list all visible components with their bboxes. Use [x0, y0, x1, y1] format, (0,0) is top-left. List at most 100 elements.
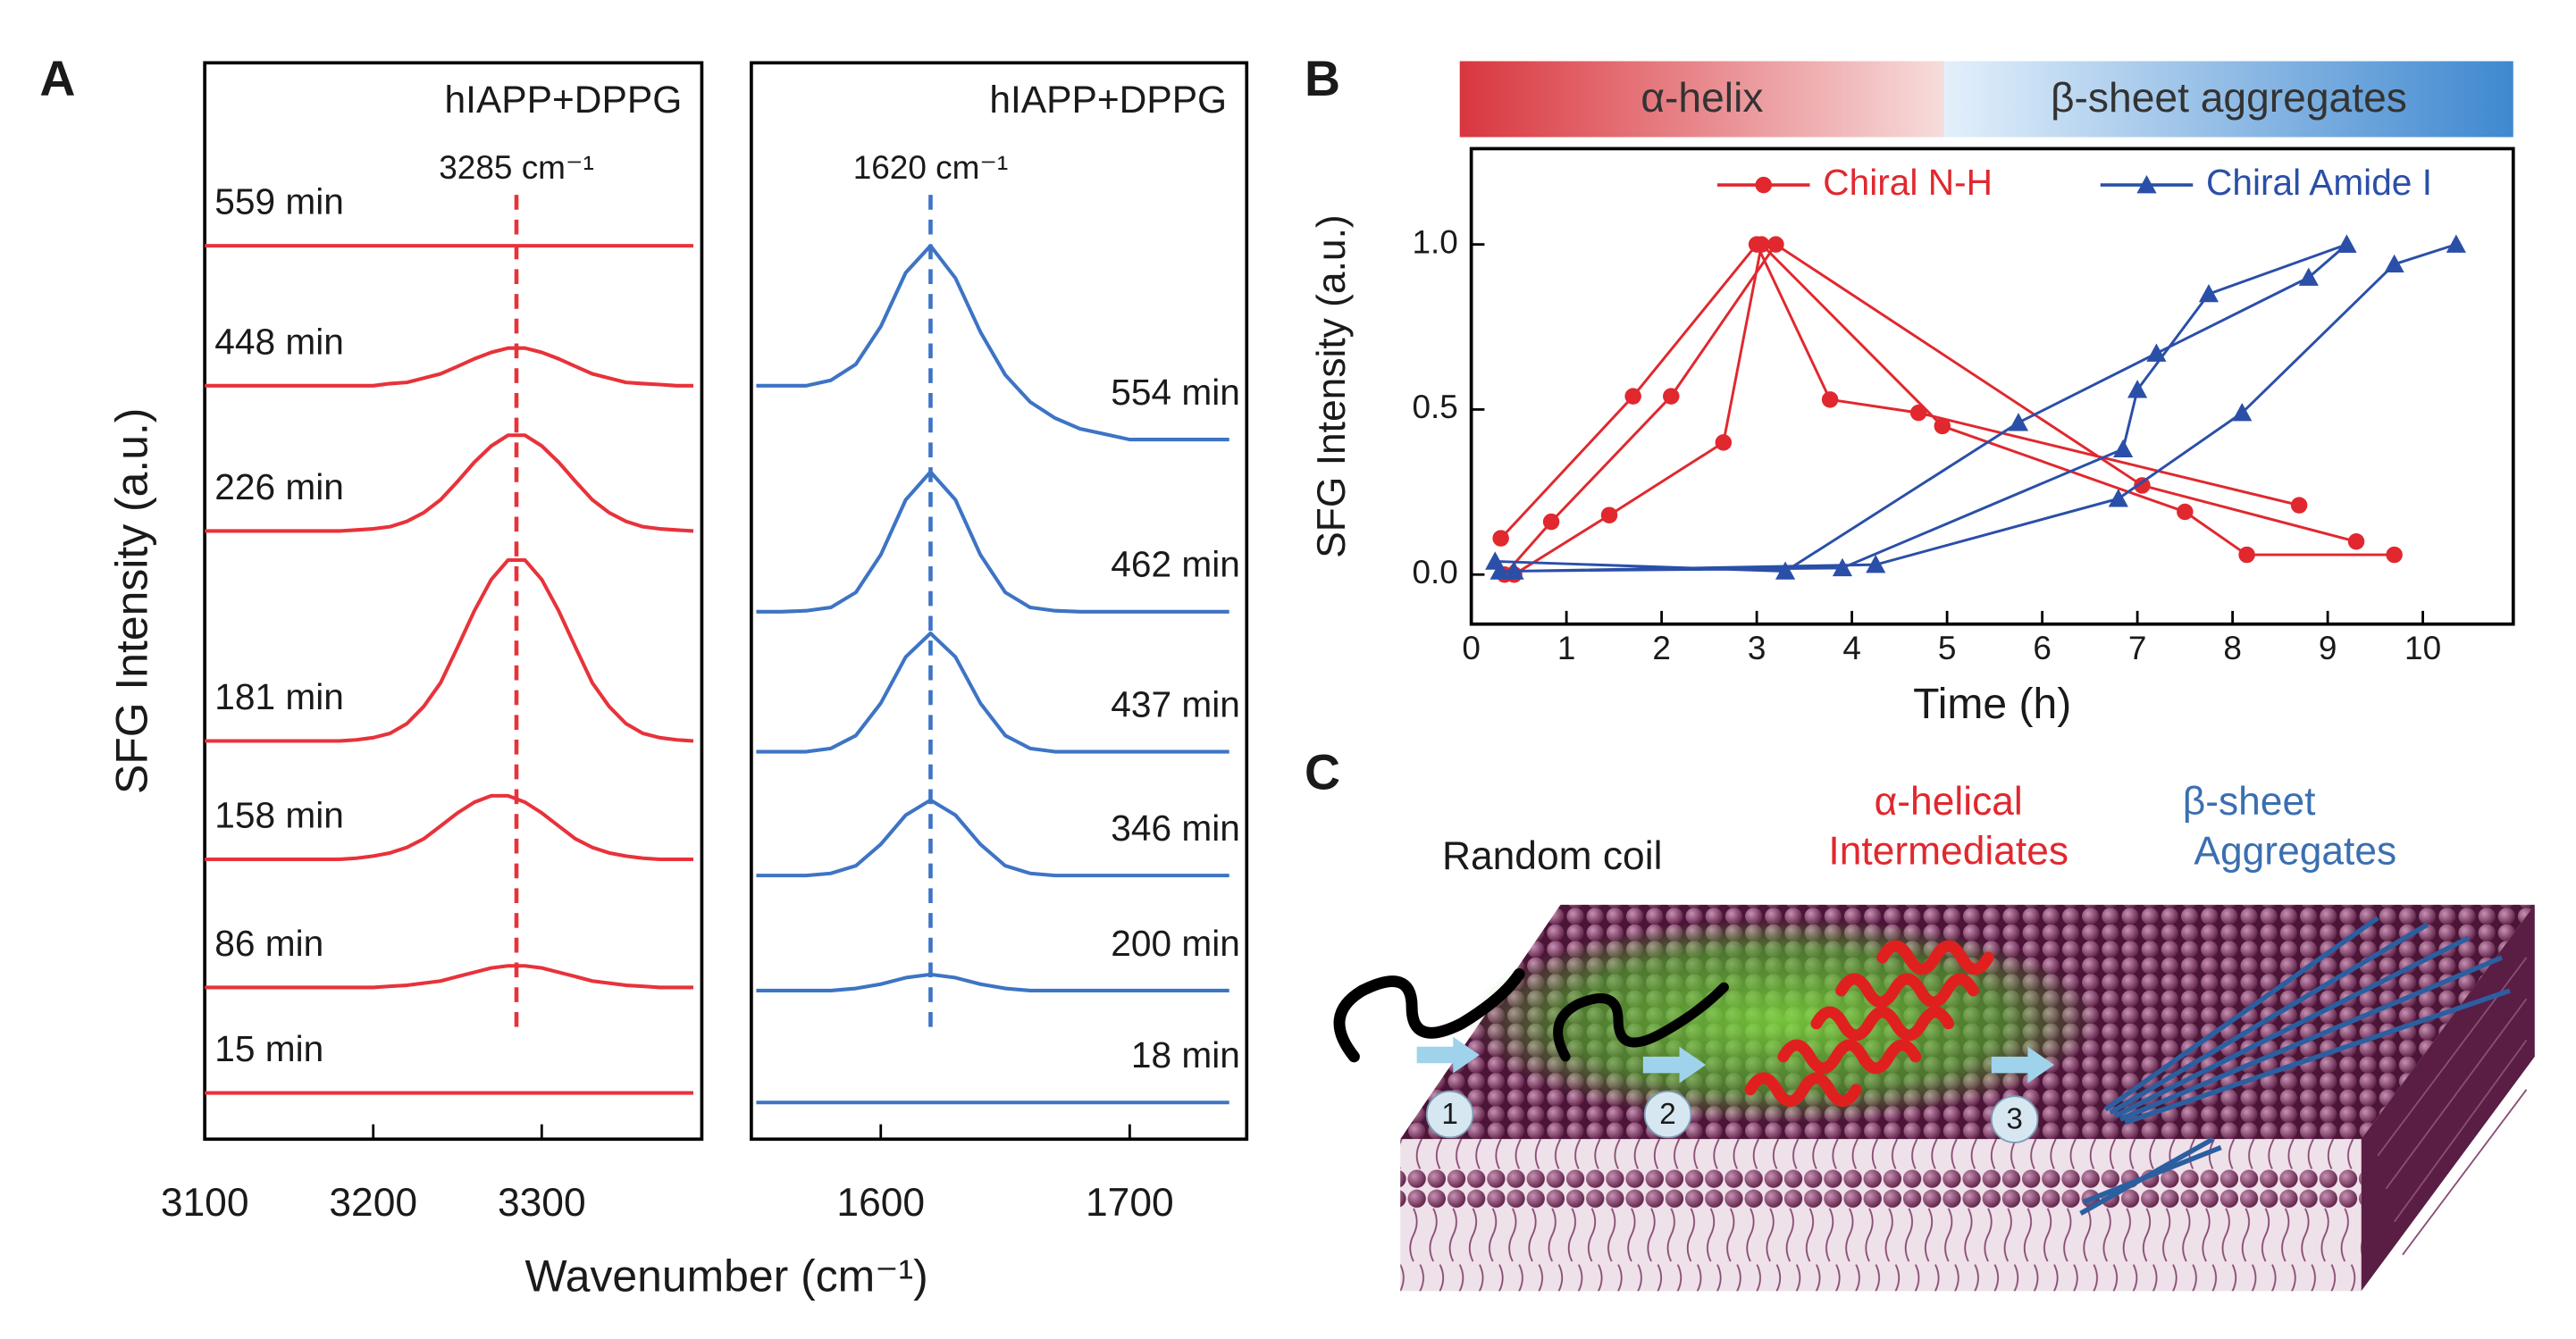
- data-point: [1821, 391, 1839, 408]
- helix: [1744, 1072, 1862, 1108]
- random-coil: [1333, 968, 1525, 1063]
- stage-label: Random coil: [1442, 834, 1662, 878]
- spectrum-line: [205, 433, 694, 533]
- step-number: 1: [1441, 1098, 1457, 1131]
- arrow: [1416, 1036, 1480, 1074]
- series-line: [1499, 241, 2395, 576]
- panel-title: hIAPP+DPPG: [989, 80, 1227, 121]
- data-point: [2134, 477, 2151, 494]
- arrow: [1991, 1046, 2055, 1084]
- phase-label: α-helix: [1640, 74, 1763, 121]
- stage-label: β-sheet: [2183, 780, 2316, 824]
- step-circle: [1643, 1090, 1692, 1139]
- legend-label: Chiral N-H: [1823, 162, 1993, 203]
- x-tick-label: 10: [2404, 630, 2441, 666]
- data-point: [2386, 546, 2403, 564]
- trace-label: 448 min: [214, 321, 344, 362]
- fibril: [2083, 1144, 2222, 1205]
- x-axis-label: Wavenumber (cm⁻¹): [525, 1251, 928, 1301]
- plot-frame: [1469, 146, 2515, 626]
- y-tick-label: 1.0: [1412, 223, 1457, 260]
- data-point: [1909, 404, 1927, 422]
- data-point: [2127, 380, 2148, 398]
- data-point: [2290, 497, 2308, 514]
- data-point: [1600, 506, 1618, 523]
- side-tails: [2377, 957, 2528, 1256]
- phase-label: β-sheet aggregates: [2051, 74, 2407, 121]
- data-point: [2347, 533, 2365, 550]
- data-point: [2198, 283, 2219, 303]
- spectrum-line: [205, 557, 694, 743]
- plot-frame: [203, 61, 704, 1142]
- helix: [1810, 1006, 1955, 1042]
- data-point: [1753, 236, 1770, 253]
- fibril: [2119, 955, 2503, 1122]
- trace-label: 158 min: [214, 795, 344, 836]
- trace-label: 554 min: [1111, 372, 1240, 413]
- x-tick-label: 3200: [329, 1181, 417, 1225]
- trace-label: 200 min: [1111, 923, 1240, 964]
- helix: [1876, 940, 1994, 975]
- series-line: [1495, 243, 2457, 573]
- y-axis-label: SFG Intensity (a.u.): [107, 408, 157, 794]
- data-point: [1504, 561, 1524, 580]
- data-point: [1489, 561, 1510, 580]
- trace-label: 15 min: [214, 1028, 323, 1069]
- data-point: [1934, 417, 1951, 435]
- data-point: [2384, 254, 2404, 273]
- trace-label: 226 min: [214, 466, 344, 507]
- x-tick-label: 6: [2033, 630, 2052, 666]
- phase-band: [1944, 61, 2513, 138]
- spectrum-line: [205, 346, 694, 388]
- random-coil: [1553, 982, 1729, 1062]
- data-point: [2113, 439, 2134, 458]
- panel-label: B: [1305, 51, 1340, 106]
- helix: [1777, 1039, 1922, 1075]
- fibril: [2109, 922, 2429, 1116]
- step-number: 2: [1659, 1098, 1675, 1131]
- data-point: [2146, 343, 2167, 362]
- helices: [1744, 940, 1994, 1108]
- trace-label: 462 min: [1111, 544, 1240, 585]
- x-tick-label: 7: [2128, 630, 2147, 666]
- data-point: [1715, 434, 1733, 451]
- data-point: [2446, 234, 2466, 253]
- helix: [1835, 973, 1979, 1008]
- data-point: [1832, 557, 1853, 577]
- marker-label: 1620 cm⁻¹: [853, 149, 1009, 186]
- data-point: [1542, 513, 1560, 531]
- step-number: 3: [2006, 1103, 2023, 1136]
- data-point: [1492, 530, 1509, 547]
- fibril: [2103, 916, 2379, 1112]
- x-tick-label: 0: [1462, 630, 1481, 666]
- trace-label: 181 min: [214, 676, 344, 717]
- fibrils: [2079, 916, 2511, 1216]
- data-point: [1624, 388, 1641, 405]
- data-point: [2337, 234, 2357, 253]
- phase-band: [1459, 61, 1945, 138]
- trace-label: 18 min: [1131, 1034, 1240, 1075]
- legend-label: Chiral Amide I: [2206, 162, 2432, 203]
- x-tick-label: 3300: [498, 1181, 586, 1225]
- x-axis-label: Time (h): [1913, 681, 2071, 728]
- membrane-front: [1400, 1139, 2362, 1292]
- arrows: [1416, 1036, 2055, 1084]
- trace-label: 559 min: [214, 181, 344, 222]
- trace-label: 346 min: [1111, 808, 1240, 849]
- trace-label: 86 min: [214, 923, 323, 964]
- spectrum-line: [205, 793, 694, 862]
- spectrum-line: [205, 964, 694, 990]
- data-point: [2177, 503, 2194, 521]
- data-point: [1663, 388, 1680, 405]
- x-tick-label: 8: [2223, 630, 2242, 666]
- trace-label: 437 min: [1111, 683, 1240, 724]
- step-circle: [1990, 1095, 2039, 1143]
- fibril: [2124, 988, 2511, 1126]
- y-tick-label: 0.0: [1412, 554, 1457, 590]
- stage-label: Intermediates: [1828, 829, 2068, 873]
- data-point: [1775, 561, 1796, 580]
- y-tick-label: 0.5: [1412, 389, 1457, 425]
- data-point: [2238, 546, 2255, 564]
- spectrum-line: [756, 470, 1229, 614]
